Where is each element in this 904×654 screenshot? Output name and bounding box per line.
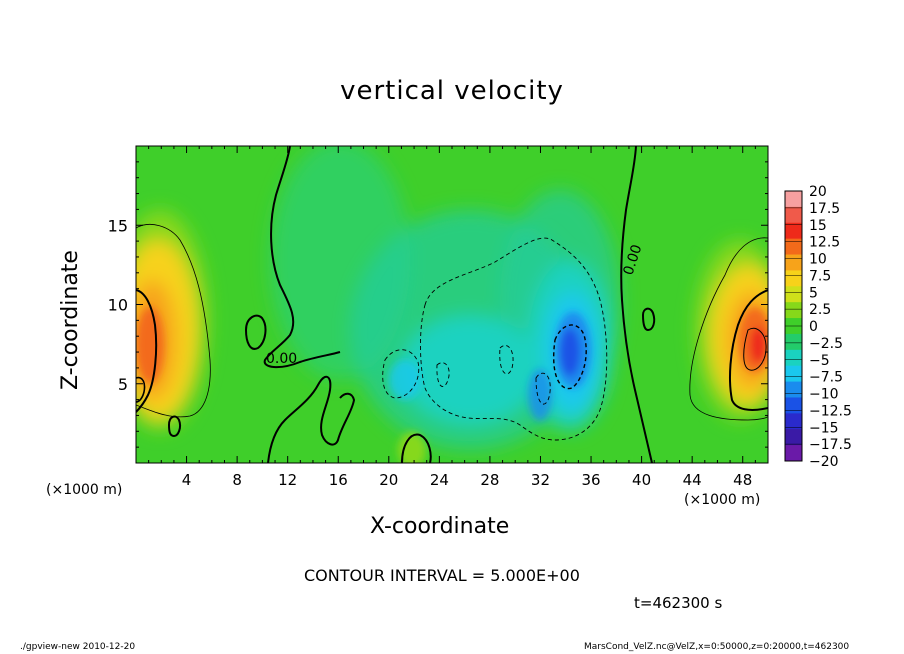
colorbar-swatch (785, 365, 802, 383)
footer-right: MarsCond_VelZ.nc@VelZ,x=0:50000,z=0:2000… (584, 642, 850, 652)
contour-line (136, 376, 146, 403)
x-tick-label: 40 (632, 471, 651, 489)
y-ticks: 5 10 15 (108, 161, 768, 448)
x-tick-label: 24 (430, 471, 449, 489)
colorbar-label: −5 (809, 353, 830, 369)
x-tick-label: 12 (278, 471, 297, 489)
y-tick-label: 5 (118, 375, 128, 394)
contour-line (499, 345, 514, 375)
field-region (136, 307, 164, 383)
contour-line (244, 314, 267, 350)
colorbar-swatch (785, 413, 802, 430)
contour-line (136, 224, 211, 418)
contour-interval-note: CONTOUR INTERVAL = 5.000E+00 (304, 566, 580, 585)
colorbar-label: −20 (809, 454, 839, 470)
field-region (389, 360, 421, 400)
x-tick-label: 4 (182, 471, 192, 489)
x-ticks: 4 8 12 16 20 24 28 32 36 40 44 48 (148, 146, 756, 489)
colorbar-label: −12.5 (809, 403, 852, 419)
x-unit-label: (×1000 m) (46, 482, 123, 498)
contour-line (535, 372, 551, 405)
thin-contours (136, 224, 768, 421)
field-region (750, 327, 766, 363)
colorbar-label: 15 (809, 218, 827, 234)
contour-line (641, 307, 656, 332)
colorbar-swatch (785, 222, 802, 240)
colorbar-label: 17.5 (809, 201, 840, 217)
colorbar-swatch (785, 429, 802, 446)
zero-contours (136, 146, 768, 463)
x-unit-label: (×1000 m) (684, 492, 761, 508)
colorbar-swatch (785, 238, 802, 256)
colorbar-label: −2.5 (809, 336, 843, 352)
y-axis-label: Z-coordinate (58, 250, 83, 390)
colorbar-label: −17.5 (809, 437, 852, 453)
plot-area: 0.00 0.00 (136, 146, 768, 463)
x-tick-label: 16 (329, 471, 348, 489)
colorbar-label: −7.5 (809, 370, 843, 386)
colorbar-swatch (785, 381, 802, 398)
y-tick-label: 15 (108, 216, 128, 235)
x-tick-label: 36 (581, 471, 600, 489)
contour-line (729, 289, 768, 411)
contour-line (267, 375, 356, 463)
colorbar-swatch (785, 397, 802, 414)
contour-line (420, 237, 608, 441)
colorbar-label: 2.5 (809, 302, 831, 318)
time-note: t=462300 s (634, 594, 723, 612)
x-tick-label: 8 (232, 471, 242, 489)
contour-line (689, 237, 768, 421)
contour-label: 0.00 (266, 351, 297, 367)
field-region (398, 432, 426, 463)
colorbar-label: 12.5 (809, 235, 840, 251)
colorbar-label: 10 (809, 252, 827, 268)
contour-line (436, 362, 450, 388)
field-region (400, 315, 540, 425)
field-region (528, 369, 552, 421)
colorbar-swatch (785, 206, 802, 224)
contour-line (136, 289, 158, 413)
contour-line (382, 349, 420, 399)
footer-left: ./gpview-new 2010-12-20 (20, 642, 136, 652)
x-axis-label: X-coordinate (370, 514, 510, 539)
contour-line (553, 324, 587, 390)
colorbar-label: 7.5 (809, 268, 831, 284)
x-tick-label: 28 (480, 471, 499, 489)
colorbar-label: −15 (809, 420, 839, 436)
colorbar-label: 0 (809, 319, 818, 335)
colorbar-swatch (785, 445, 802, 462)
dashed-contours (382, 237, 608, 441)
y-tick-label: 10 (108, 296, 128, 315)
colorbar-label: 5 (809, 285, 818, 301)
colorbar-swatch (785, 302, 802, 319)
colorbar-swatch (785, 286, 802, 303)
contour-line (167, 415, 182, 438)
x-tick-label: 44 (683, 471, 702, 489)
colorbar-swatch (785, 333, 802, 351)
contour-line (743, 327, 767, 371)
colorbar-label: 20 (809, 184, 827, 200)
x-tick-label: 32 (531, 471, 550, 489)
field-region (560, 328, 580, 376)
contour-line (620, 146, 653, 463)
inner-contours (743, 327, 767, 371)
x-tick-label: 20 (379, 471, 398, 489)
colorbar: 2017.51512.5107.552.50−2.5−5−7.5−10−12.5… (784, 184, 852, 470)
colorbar-swatch (785, 349, 802, 367)
contour-line (401, 433, 432, 463)
colorbar-swatch (785, 191, 802, 208)
colorbar-swatch (785, 270, 802, 287)
x-tick-label: 48 (733, 471, 752, 489)
colorbar-swatch (785, 254, 802, 271)
colorbar-label: −10 (809, 387, 839, 403)
contour-line (263, 146, 341, 368)
chart-title: vertical velocity (340, 76, 564, 106)
